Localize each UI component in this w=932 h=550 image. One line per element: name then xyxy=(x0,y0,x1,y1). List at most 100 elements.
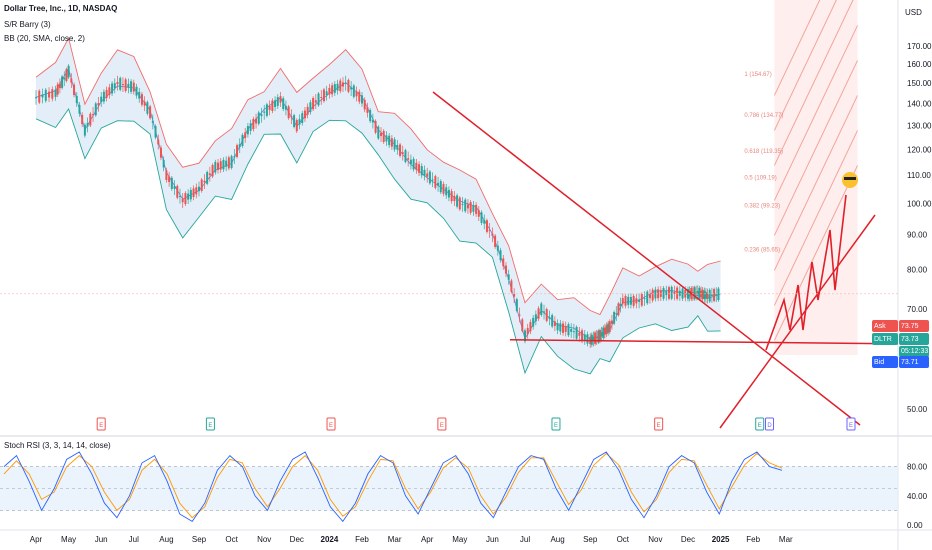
candle-body xyxy=(70,78,73,83)
stoch-k-line[interactable] xyxy=(3,451,783,523)
candle-body xyxy=(81,114,84,125)
candle-body xyxy=(706,293,709,299)
candle-body xyxy=(322,89,325,102)
candle-body xyxy=(312,98,315,110)
time-tick-label: Oct xyxy=(225,535,238,544)
currency-label[interactable]: USD xyxy=(905,8,922,17)
candle-body xyxy=(450,191,453,202)
fib-level-label: 0.786 (134.77) xyxy=(744,113,783,119)
candle-body xyxy=(274,100,277,108)
candle-body xyxy=(670,286,673,299)
earnings-marker[interactable] xyxy=(205,417,215,431)
candle-body xyxy=(178,195,181,197)
descending-trendline[interactable] xyxy=(432,91,861,426)
candle-body xyxy=(63,77,66,80)
earnings-marker[interactable] xyxy=(551,417,561,431)
candle-body xyxy=(51,89,54,99)
bollinger-lower-band[interactable] xyxy=(35,108,721,375)
candle-body xyxy=(347,79,350,92)
time-tick-label: 2025 xyxy=(712,535,730,544)
price-tick-label: 110.00 xyxy=(907,171,931,180)
earnings-marker[interactable] xyxy=(765,417,774,431)
candle-body xyxy=(192,188,195,198)
time-tick-label: Aug xyxy=(550,535,564,544)
candle-body xyxy=(320,96,323,98)
candle-body xyxy=(613,312,616,324)
ascending-trendline[interactable] xyxy=(719,214,876,429)
candle-body xyxy=(515,299,518,311)
candle-body xyxy=(184,193,187,204)
candle-body xyxy=(510,280,513,292)
candle-body xyxy=(154,126,157,138)
indicator-sr-legend[interactable]: S/R Barry (3) xyxy=(4,20,51,29)
earnings-marker[interactable] xyxy=(326,417,336,431)
candle-body xyxy=(521,319,524,332)
indicator-stoch-legend[interactable]: Stoch RSI (3, 3, 14, 14, close) xyxy=(4,441,111,450)
candle-body xyxy=(203,180,206,183)
candle-body xyxy=(698,287,701,299)
candle-body xyxy=(219,161,222,170)
candle-body xyxy=(543,311,546,313)
candle-body xyxy=(646,291,649,304)
candle-body xyxy=(211,164,214,177)
candle-body xyxy=(151,120,154,123)
candle-body xyxy=(116,82,119,85)
time-tick-label: Jun xyxy=(95,535,108,544)
candle-body xyxy=(621,298,624,304)
time-tick-label: Dec xyxy=(681,535,695,544)
candle-body xyxy=(562,323,565,333)
fib-level-label: 1 (154.67) xyxy=(744,72,771,78)
last-badge-value-box xyxy=(899,333,929,345)
candle-body xyxy=(662,288,665,299)
candle-body xyxy=(488,229,491,231)
candle-body xyxy=(548,316,551,319)
candle-body xyxy=(469,202,472,213)
candle-body xyxy=(597,330,600,343)
candle-body xyxy=(667,287,670,299)
time-tick-label: Oct xyxy=(617,535,630,544)
earnings-marker[interactable] xyxy=(755,417,765,431)
candle-body xyxy=(198,186,200,192)
candle-body xyxy=(409,159,412,165)
candle-body xyxy=(472,205,475,212)
earnings-marker[interactable] xyxy=(654,417,664,431)
fib-fan-line xyxy=(773,0,821,96)
indicator-bb-legend[interactable]: BB (20, SMA, close, 2) xyxy=(4,34,85,43)
candle-body xyxy=(572,331,575,333)
symbol-title[interactable]: Dollar Tree, Inc., 1D, NASDAQ xyxy=(4,4,118,13)
time-tick-label: Jul xyxy=(129,535,139,544)
candle-body xyxy=(339,80,342,92)
candle-body xyxy=(350,87,353,90)
candle-body xyxy=(502,258,505,267)
candle-body xyxy=(537,308,540,319)
ask-badge-label: Ask xyxy=(874,323,886,330)
candle-body xyxy=(325,91,328,96)
candle-body xyxy=(317,93,320,106)
bollinger-upper-band[interactable] xyxy=(35,36,721,316)
candle-body xyxy=(608,321,611,333)
support-trendline[interactable] xyxy=(509,339,899,345)
earnings-marker-label: E xyxy=(758,423,762,429)
candle-body xyxy=(594,332,597,344)
price-tick-label: 90.00 xyxy=(907,231,928,240)
earnings-marker[interactable] xyxy=(846,417,856,431)
candle-body xyxy=(399,144,402,156)
candle-body xyxy=(295,120,298,132)
projected-price-path[interactable] xyxy=(765,194,847,351)
candle-body xyxy=(336,83,339,91)
earnings-marker-label: E xyxy=(208,423,212,429)
earnings-marker[interactable] xyxy=(96,417,106,431)
candle-body xyxy=(92,114,95,116)
earnings-marker[interactable] xyxy=(437,417,447,431)
candle-body xyxy=(442,184,445,194)
time-tick-label: Sep xyxy=(192,535,207,544)
price-tick-label: 140.00 xyxy=(907,100,932,109)
candle-body xyxy=(255,118,258,124)
candle-body xyxy=(551,315,554,327)
candle-body xyxy=(524,330,526,342)
time-tick-label: Aug xyxy=(159,535,173,544)
fib-level-label: 0.236 (85.65) xyxy=(744,247,780,253)
candle-body xyxy=(681,288,684,299)
candle-body xyxy=(526,328,529,335)
